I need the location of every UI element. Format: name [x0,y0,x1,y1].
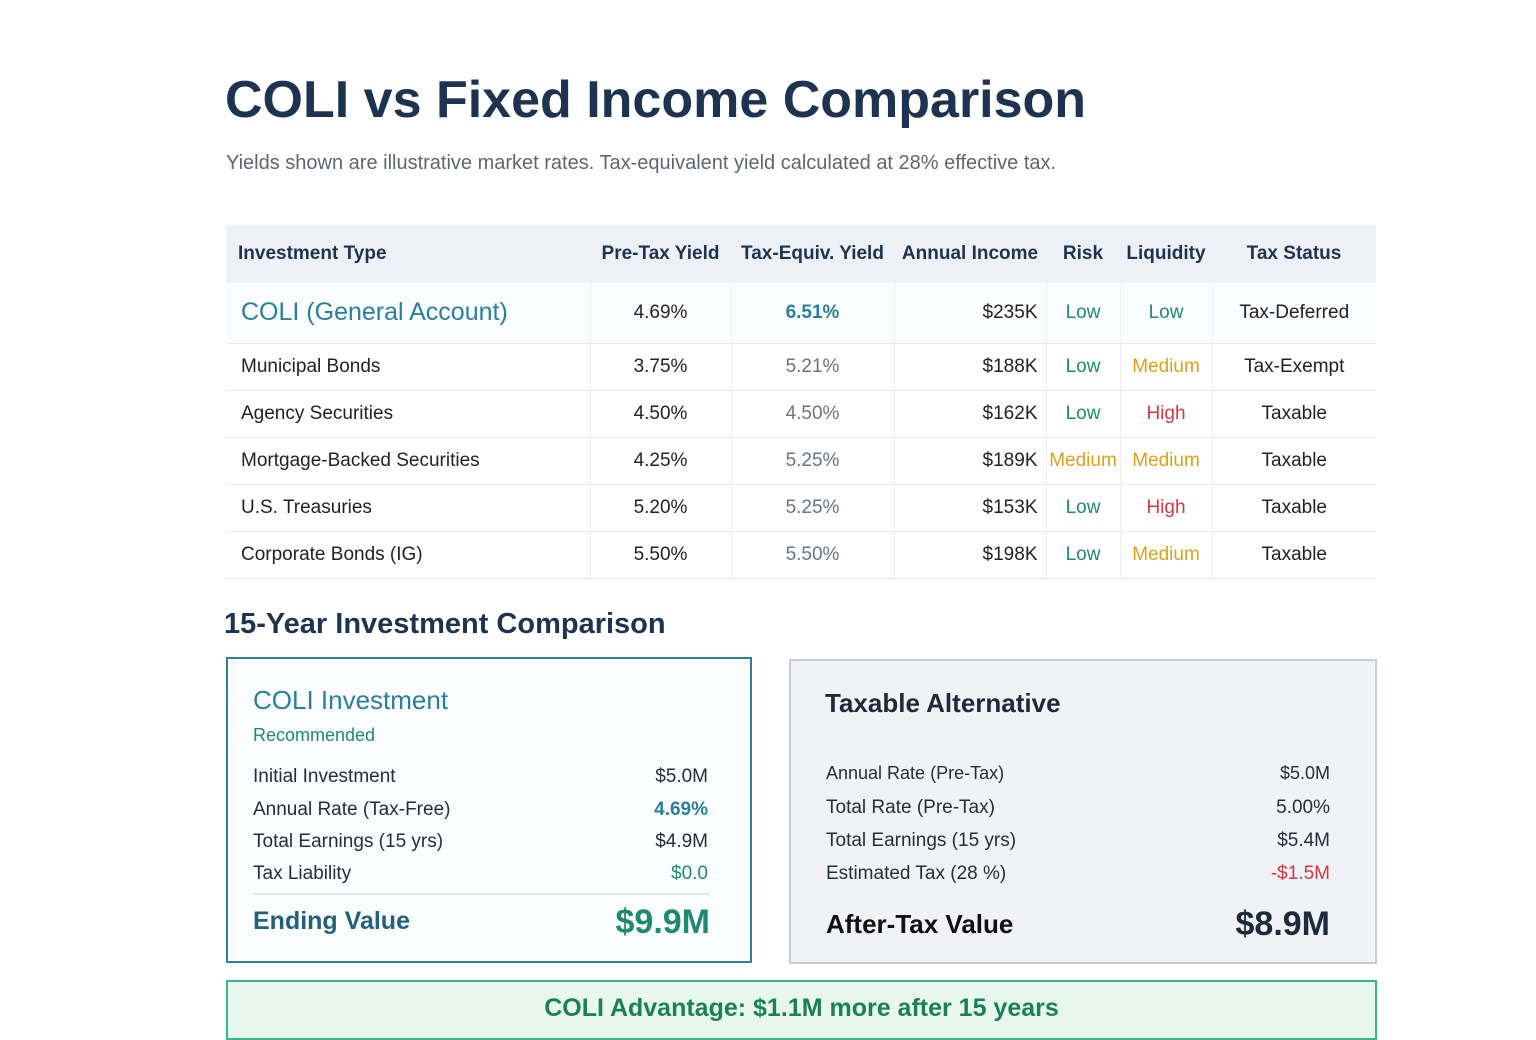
row-value: -$1.5M [1270,863,1330,884]
cell: Low [1045,343,1120,391]
cell: $189K [893,437,1046,485]
cell: Taxable [1211,531,1376,579]
total-label: After-Tax Value [826,909,1014,939]
cell: $162K [893,390,1046,438]
row-label: Annual Rate (Tax-Free) [253,799,451,820]
cell: Taxable [1211,390,1376,438]
row-value: 4.69% [654,799,708,820]
cell: High [1119,484,1212,532]
cell: Taxable [1211,484,1376,532]
row-label: Initial Investment [253,766,396,787]
cell: Taxable [1211,437,1376,485]
cell: Tax-Deferred [1211,283,1376,344]
column-header: Tax Status [1212,225,1376,283]
card-title: COLI Investment [253,685,449,715]
cell: 3.75% [589,343,731,391]
taxable-card: Taxable Alternative Annual Rate (Pre-Tax… [789,659,1377,964]
table-row: Mortgage-Backed Securities 4.25% 5.25% $189… [226,437,1376,485]
coli-card: COLI Investment Recommended Initial Inve… [226,657,752,963]
cell: $198K [893,531,1046,579]
cell: $188K [893,343,1046,391]
table-row: Municipal Bonds 3.75% 5.21% $188K Low Medium T… [226,343,1376,391]
subtitle: Yields shown are illustrative market rat… [226,152,1057,174]
row-label: Annual Rate (Pre-Tax) [826,763,1005,783]
cell: Low [1045,283,1120,344]
total-value: $9.9M [615,903,711,941]
advantage-banner: COLI Advantage: $1.1M more after 15 year… [226,980,1377,1040]
section-title: 15-Year Investment Comparison [224,608,666,640]
cell: Low [1119,283,1212,344]
cell: 5.25% [730,437,894,485]
cell: 4.69% [589,283,731,344]
cell: 5.21% [730,343,894,391]
row-label: Total Rate (Pre-Tax) [826,797,995,818]
cell: Corporate Bonds (IG) [226,531,590,579]
column-header: Pre-Tax Yield [590,225,731,283]
row-value: $5.4M [1277,830,1330,851]
cell: Low [1045,484,1120,532]
comparison-table: Investment Type Pre-Tax Yield Tax-Equiv. Y… [226,225,1376,579]
cell: U.S. Treasuries [226,484,590,532]
column-header: Risk [1046,225,1120,283]
row-label: Total Earnings (15 yrs) [253,831,444,852]
cell: Municipal Bonds [226,343,590,391]
badge: Recommended [253,725,376,745]
cell: $235K [893,283,1046,344]
cell: Medium [1119,437,1212,485]
row-value: $4.9M [655,831,708,852]
row-label: Estimated Tax (28 %) [826,863,1007,884]
column-header: Annual Income [894,225,1046,283]
cell: Low [1045,390,1120,438]
total-value: $8.9M [1235,905,1331,943]
cell: 6.51% [730,283,894,344]
row-label: Tax Liability [253,863,352,884]
cell: Mortgage-Backed Securities [226,437,590,485]
cell: 5.20% [589,484,731,532]
cell: Low [1045,531,1120,579]
cell: 4.50% [730,390,894,438]
cell: COLI (General Account) [226,283,590,344]
cell: 4.25% [589,437,731,485]
row-value: $0.0 [671,863,708,884]
column-header: Liquidity [1120,225,1212,283]
total-label: Ending Value [253,907,410,935]
cell: 5.50% [589,531,731,579]
cell: High [1119,390,1212,438]
header-row: Investment Type Pre-Tax Yield Tax-Equiv. Y… [226,225,1376,283]
card-title: Taxable Alternative [825,688,1061,718]
page-title: COLI vs Fixed Income Comparison [225,71,1087,129]
table-row: COLI (General Account) 4.69% 6.51% $235K Low… [226,283,1376,344]
table-row: Corporate Bonds (IG) 5.50% 5.50% $198K Low Me… [226,531,1376,579]
row-label: Total Earnings (15 yrs) [826,830,1017,851]
cell: 4.50% [589,390,731,438]
cell: Medium [1045,437,1120,485]
cell: 5.50% [730,531,894,579]
cell: $153K [893,484,1046,532]
table-row: U.S. Treasuries 5.20% 5.25% $153K Low High Tax… [226,484,1376,532]
cell: 5.25% [730,484,894,532]
row-value: 5.00% [1276,797,1330,818]
cell: Tax-Exempt [1211,343,1376,391]
cell: Agency Securities [226,390,590,438]
cell: Medium [1119,531,1212,579]
table-row: Agency Securities 4.50% 4.50% $162K Low High T… [226,390,1376,438]
column-header: Tax-Equiv. Yield [731,225,894,283]
cell: Medium [1119,343,1212,391]
row-value: $5.0M [655,766,708,787]
divider [253,893,710,895]
column-header: Investment Type [226,225,590,283]
row-value: $5.0M [1279,763,1330,783]
